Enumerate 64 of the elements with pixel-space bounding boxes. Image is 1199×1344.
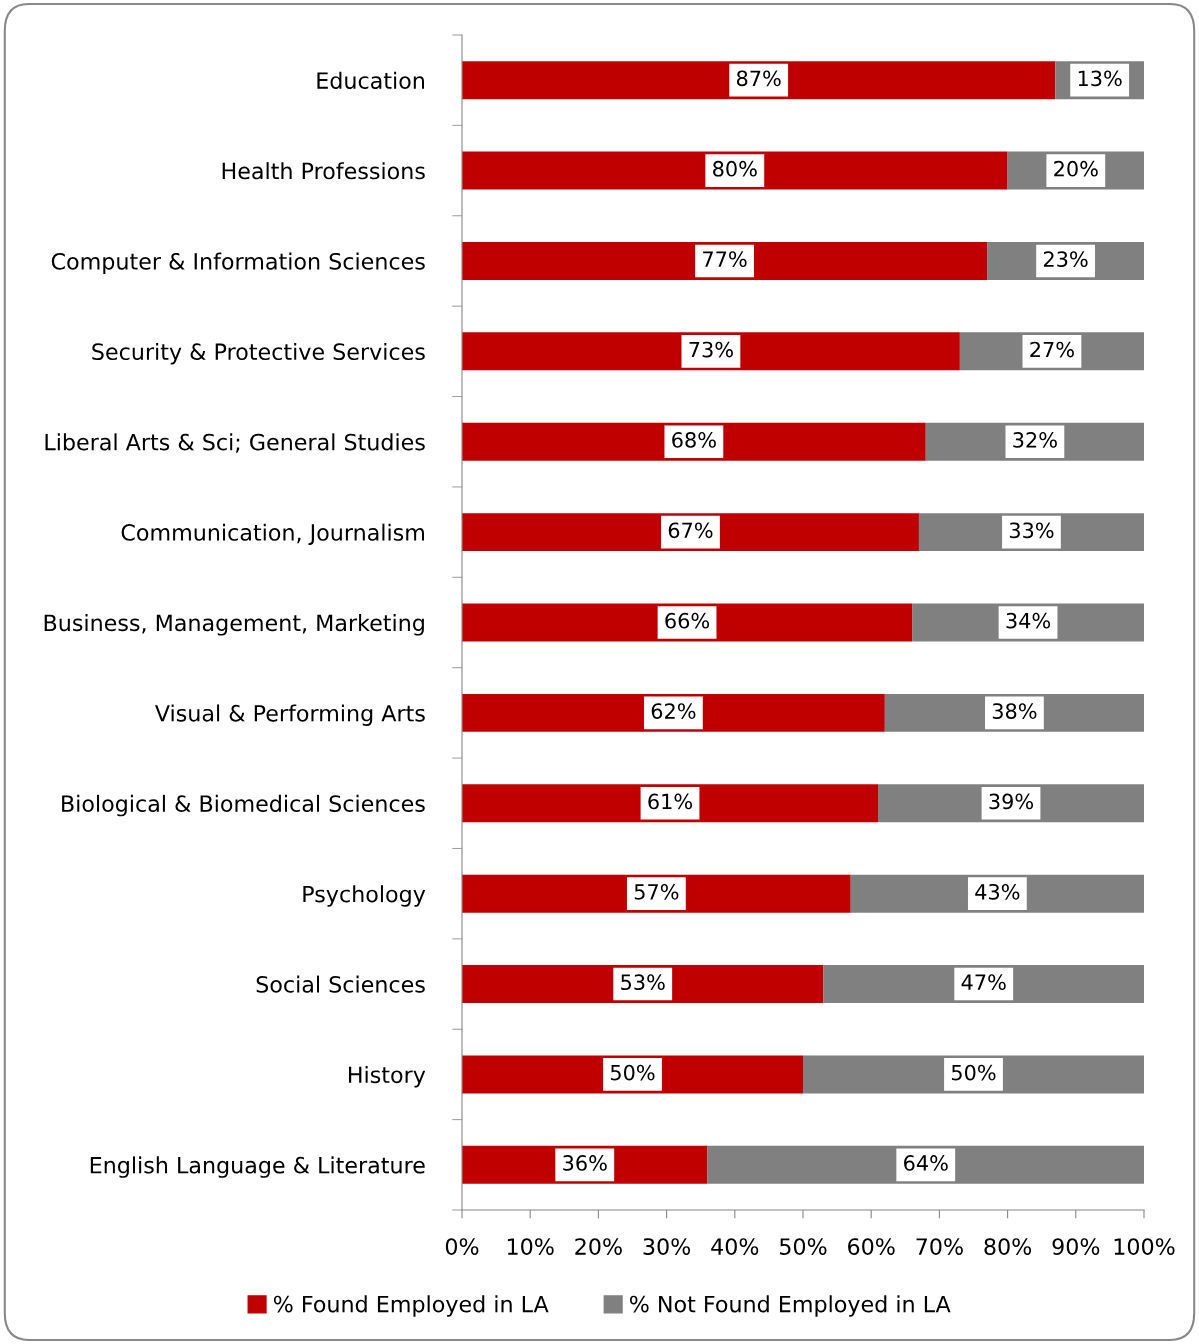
- data-label: 62%: [651, 703, 696, 719]
- data-label: 38%: [992, 703, 1037, 719]
- x-tick-label: 20%: [575, 1238, 622, 1255]
- data-label: 80%: [713, 160, 757, 177]
- x-tick-label: 30%: [643, 1238, 691, 1255]
- x-tick-label: 50%: [780, 1238, 827, 1255]
- legend-label: % Not Found Employed in LA: [629, 1295, 951, 1317]
- bar: [462, 422, 926, 461]
- data-label: 13%: [1078, 70, 1122, 87]
- y-tick-label: Biological & Biomedical Sciences: [62, 794, 425, 817]
- data-label: 43%: [975, 883, 1020, 900]
- y-tick-label: Business, Management, Marketing: [44, 614, 424, 636]
- bar: [462, 693, 885, 732]
- data-label: 67%: [668, 522, 713, 539]
- data-label: 73%: [689, 341, 733, 358]
- data-label: 47%: [961, 974, 1006, 991]
- data-label: 50%: [610, 1064, 655, 1081]
- data-label: 20%: [1054, 160, 1098, 177]
- y-tick-label: Communication, Journalism: [121, 523, 425, 546]
- bar: [462, 874, 851, 913]
- bar: [707, 1145, 1144, 1184]
- bar: [462, 241, 988, 280]
- data-label: 61%: [648, 793, 693, 810]
- y-tick-label: Health Professions: [222, 162, 425, 180]
- bar: [462, 61, 1056, 100]
- bar: [462, 332, 960, 371]
- y-tick-label: Visual & Performing Arts: [155, 704, 425, 726]
- y-tick-label: Social Sciences: [256, 975, 425, 993]
- data-label: 39%: [989, 793, 1034, 810]
- legend-label: % Found Employed in LA: [273, 1295, 549, 1317]
- x-tick-label: 10%: [507, 1238, 554, 1255]
- x-tick-label: 100%: [1114, 1238, 1175, 1255]
- y-tick-label: History: [349, 1065, 426, 1088]
- data-label: 27%: [1030, 341, 1074, 358]
- bar: [462, 965, 824, 1004]
- y-tick-label: Computer & Information Sciences: [51, 252, 425, 275]
- x-tick-label: 40%: [711, 1238, 759, 1255]
- data-label: 87%: [736, 70, 781, 87]
- y-tick-label: Security & Protective Services: [92, 342, 425, 365]
- data-label: 64%: [904, 1155, 948, 1171]
- data-label: 66%: [665, 612, 710, 629]
- data-label: 23%: [1043, 251, 1088, 268]
- y-tick-label: Psychology: [303, 885, 426, 907]
- data-label: 36%: [563, 1155, 607, 1171]
- bar: [462, 513, 919, 552]
- data-label: 32%: [1013, 432, 1057, 448]
- x-tick-label: 80%: [984, 1238, 1032, 1255]
- x-tick-label: 60%: [848, 1238, 895, 1255]
- data-label: 34%: [1006, 612, 1051, 629]
- x-tick-label: 90%: [1052, 1238, 1100, 1255]
- y-tick-label: English Language & Literature: [90, 1156, 425, 1178]
- bar: [462, 151, 1008, 190]
- data-label: 50%: [951, 1064, 996, 1081]
- x-tick-label: 0%: [445, 1238, 479, 1255]
- data-label: 57%: [634, 883, 679, 900]
- data-label: 33%: [1009, 522, 1054, 539]
- data-label: 53%: [621, 974, 665, 991]
- x-tick-label: 70%: [916, 1238, 963, 1255]
- bar: [462, 784, 879, 823]
- data-label: 68%: [672, 432, 716, 448]
- bar: [462, 603, 913, 642]
- data-label: 77%: [703, 251, 747, 268]
- y-tick-label: Liberal Arts & Sci; General Studies: [45, 433, 425, 453]
- y-tick-label: Education: [317, 71, 424, 89]
